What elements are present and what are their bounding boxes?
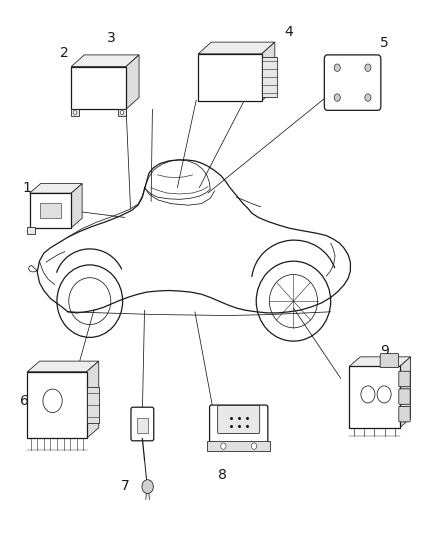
Text: 9: 9 — [380, 344, 389, 358]
Polygon shape — [350, 357, 411, 367]
Circle shape — [142, 480, 153, 494]
Text: 8: 8 — [218, 469, 227, 482]
Bar — [27, 372, 86, 438]
Polygon shape — [71, 55, 139, 67]
FancyBboxPatch shape — [399, 371, 410, 387]
Bar — [262, 58, 277, 97]
Text: 5: 5 — [380, 36, 389, 50]
Polygon shape — [262, 42, 275, 101]
Circle shape — [365, 94, 371, 101]
Polygon shape — [198, 42, 275, 54]
FancyBboxPatch shape — [131, 407, 154, 441]
Circle shape — [365, 64, 371, 71]
Circle shape — [251, 443, 257, 449]
Text: 4: 4 — [285, 25, 293, 39]
Text: 1: 1 — [23, 181, 32, 195]
Bar — [198, 54, 261, 101]
Bar — [350, 367, 399, 427]
FancyBboxPatch shape — [399, 406, 410, 422]
Text: 6: 6 — [20, 394, 28, 408]
FancyBboxPatch shape — [399, 389, 410, 405]
Polygon shape — [30, 183, 82, 193]
Circle shape — [120, 110, 124, 115]
Polygon shape — [87, 361, 99, 438]
Circle shape — [334, 94, 340, 101]
Bar — [27, 227, 35, 235]
Bar — [87, 387, 99, 423]
FancyBboxPatch shape — [218, 406, 260, 433]
Polygon shape — [27, 361, 99, 372]
Polygon shape — [399, 357, 411, 427]
Bar — [137, 418, 148, 433]
Polygon shape — [126, 55, 139, 109]
Bar — [71, 109, 79, 116]
Text: 2: 2 — [60, 46, 69, 60]
Circle shape — [334, 64, 340, 71]
Bar — [71, 67, 126, 109]
Bar — [40, 203, 61, 219]
Bar — [118, 109, 126, 116]
Text: 3: 3 — [107, 31, 116, 45]
Circle shape — [221, 443, 226, 449]
FancyBboxPatch shape — [380, 354, 399, 368]
Bar — [30, 193, 71, 228]
Polygon shape — [71, 183, 82, 228]
Circle shape — [74, 110, 77, 115]
FancyBboxPatch shape — [324, 55, 381, 110]
Bar — [207, 441, 271, 451]
Text: 7: 7 — [120, 479, 129, 493]
FancyBboxPatch shape — [210, 405, 268, 445]
